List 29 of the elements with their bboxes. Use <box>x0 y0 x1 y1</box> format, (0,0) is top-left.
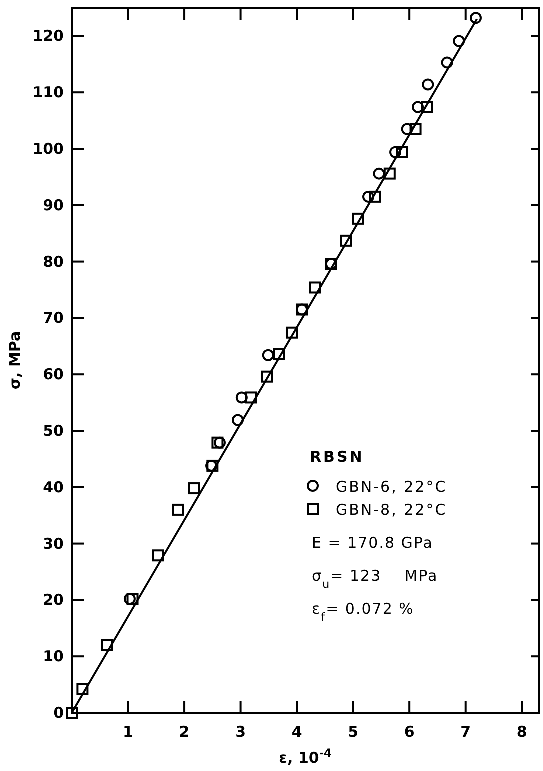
y-tick-label: 0 <box>54 704 64 722</box>
legend-title: RBSN <box>310 448 364 466</box>
y-axis-title: σ, MPa <box>6 331 24 390</box>
y-tick-label: 90 <box>43 196 64 214</box>
legend-label: GBN-8, 22°C <box>336 501 448 519</box>
y-tick-label: 30 <box>43 534 64 553</box>
annotation: ε$_{f}$= 0.072 % <box>312 600 414 624</box>
x-tick-label: 1 <box>123 723 134 741</box>
x-tick-label: 2 <box>179 723 190 741</box>
x-tick-label: 6 <box>404 723 415 741</box>
y-tick-label: 100 <box>32 140 64 158</box>
y-tick-label: 80 <box>43 252 64 271</box>
x-tick-label: 5 <box>348 723 359 741</box>
y-tick-label: 10 <box>43 648 64 666</box>
x-tick-label: 4 <box>292 723 302 741</box>
y-tick-label: 60 <box>43 366 64 384</box>
x-tick-label: 3 <box>236 723 246 741</box>
y-tick-label: 70 <box>43 309 64 328</box>
annotation: E = 170.8 GPa <box>312 534 434 552</box>
y-tick-label: 120 <box>32 27 64 46</box>
y-tick-label: 40 <box>43 478 64 496</box>
x-axis-title: ε, 10$^{-4}$ <box>279 746 332 767</box>
y-tick-label: 20 <box>43 591 64 610</box>
annotation: σ$_{u}$= 123 MPa <box>312 567 438 590</box>
x-tick-label: 7 <box>460 723 472 741</box>
y-tick-label: 50 <box>43 422 64 440</box>
y-tick-label: 110 <box>32 84 64 102</box>
x-tick-label: 8 <box>516 723 528 741</box>
legend-label: GBN-6, 22°C <box>336 478 448 496</box>
